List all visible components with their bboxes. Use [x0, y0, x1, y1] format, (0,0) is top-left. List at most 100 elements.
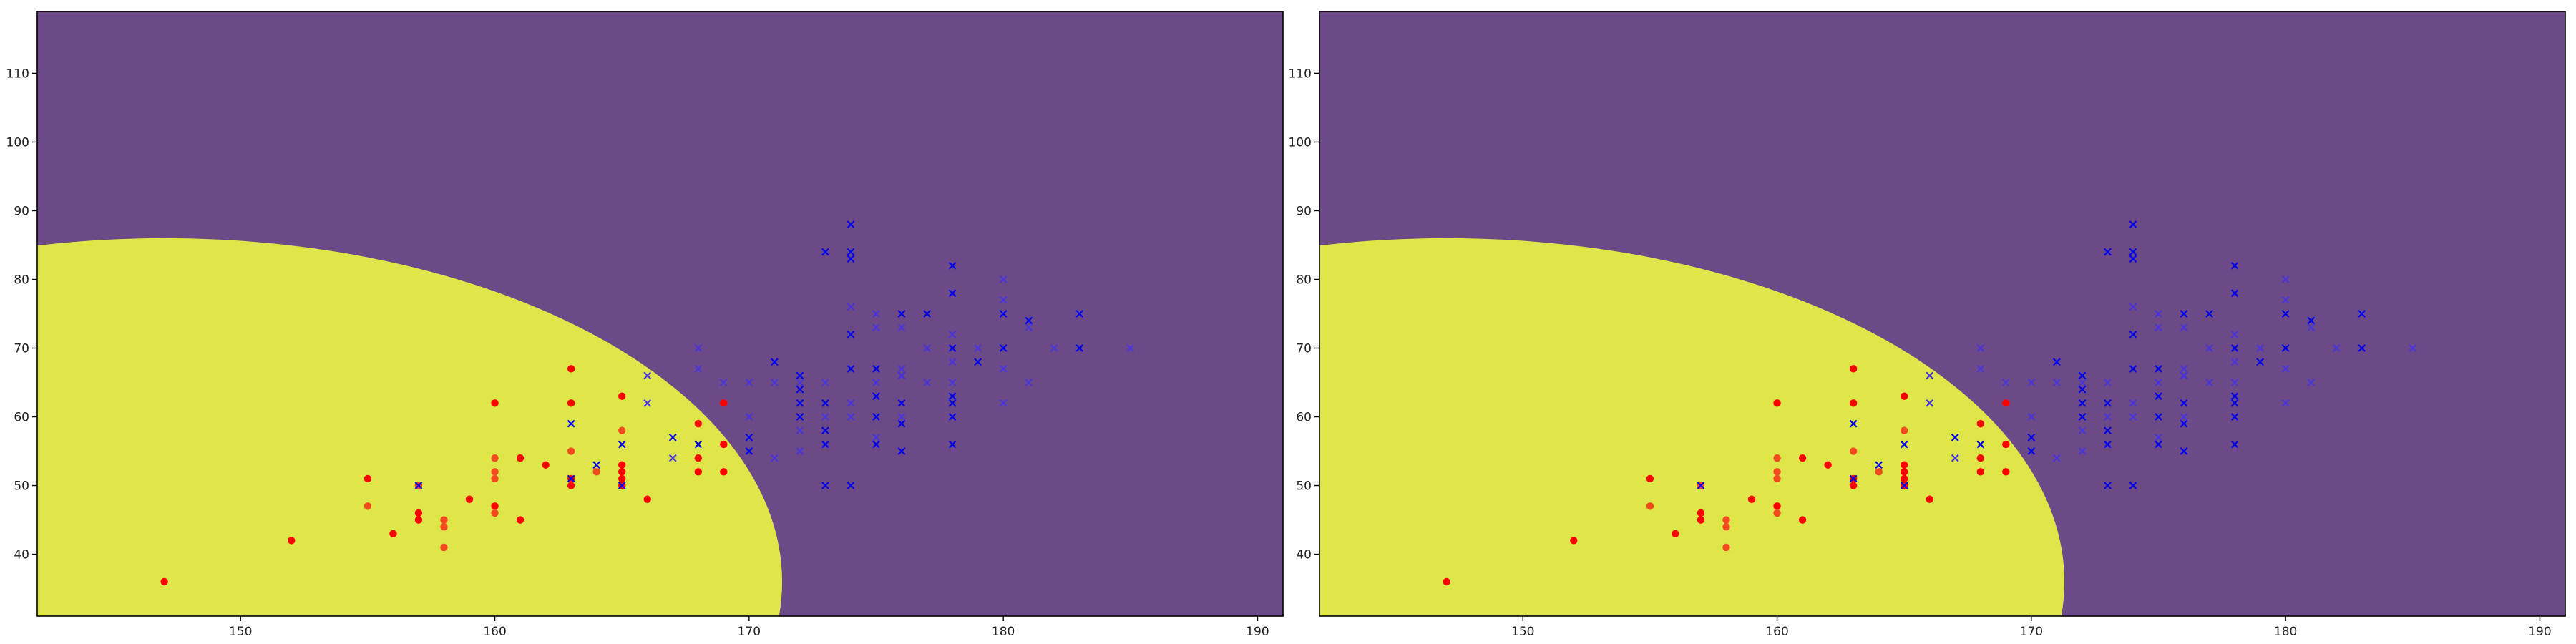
data-point-circle	[1849, 482, 1858, 489]
data-point-cross	[2129, 330, 2137, 338]
data-point-cross	[1926, 371, 1934, 380]
data-point-cross	[999, 344, 1008, 352]
data-point-circle	[1646, 502, 1654, 510]
data-point-circle	[720, 399, 728, 407]
data-point-circle	[1901, 392, 1908, 400]
data-point-circle	[694, 468, 702, 476]
chart-panel-2: 150 160 170 180 190 40 50 60 70 80 90 100 110	[1289, 11, 2566, 639]
data-point-cross	[2307, 316, 2316, 325]
plot-area	[1319, 11, 2565, 616]
data-point-cross	[2129, 303, 2137, 311]
y-tick-label: 50	[14, 479, 29, 494]
data-point-cross	[872, 413, 880, 421]
data-point-circle	[1773, 502, 1781, 510]
data-point-cross	[2104, 440, 2112, 449]
data-point-cross	[974, 344, 982, 352]
x-tick-label: 160	[483, 625, 506, 639]
series-1	[1443, 365, 2010, 586]
data-point-cross	[948, 440, 957, 449]
data-point-cross	[2155, 379, 2162, 386]
x-tick-label: 160	[1765, 625, 1788, 639]
data-point-cross	[2104, 413, 2112, 421]
data-point-cross	[2027, 413, 2036, 421]
axes-frame	[36, 11, 1284, 617]
data-point-cross	[745, 447, 753, 455]
series-2	[364, 426, 626, 552]
data-point-cross	[796, 413, 804, 421]
data-point-circle	[1773, 454, 1781, 462]
data-point-cross	[2230, 440, 2239, 449]
data-point-cross	[414, 482, 423, 489]
data-point-cross	[796, 426, 804, 435]
data-point-cross	[2230, 261, 2239, 270]
data-point-cross	[847, 399, 855, 407]
data-point-cross	[2256, 358, 2265, 366]
data-point-cross	[2180, 399, 2188, 407]
data-point-cross	[1976, 364, 1985, 373]
data-point-circle	[491, 509, 499, 517]
data-point-cross	[999, 364, 1008, 373]
data-point-cross	[897, 447, 906, 455]
data-point-cross	[923, 379, 931, 386]
data-point-cross	[948, 330, 957, 338]
y-tick-label: 70	[1296, 342, 1312, 356]
data-point-cross	[923, 344, 931, 352]
data-point-cross	[2307, 379, 2316, 386]
decision-region-inside	[1319, 238, 2064, 616]
data-point-cross	[2104, 399, 2112, 407]
data-point-circle	[694, 454, 702, 462]
data-point-circle	[516, 516, 525, 524]
data-point-cross	[2078, 426, 2087, 435]
data-point-cross	[618, 440, 626, 449]
data-point-cross	[1849, 419, 1858, 428]
data-point-cross	[2078, 447, 2087, 455]
data-point-cross	[2104, 379, 2112, 386]
data-point-circle	[1697, 516, 1705, 524]
data-point-circle	[1773, 474, 1781, 483]
data-point-cross	[2180, 323, 2188, 332]
data-point-cross	[1976, 344, 1985, 352]
data-point-circle	[440, 522, 448, 531]
data-point-circle	[1926, 495, 1933, 503]
data-point-cross	[2155, 392, 2162, 401]
data-point-cross	[2001, 379, 2010, 386]
series-4	[1926, 275, 2417, 462]
data-point-cross	[1025, 316, 1033, 325]
y-tick-label: 60	[14, 411, 29, 425]
y-tick-label: 40	[1296, 548, 1312, 562]
data-point-cross	[999, 399, 1008, 407]
data-point-circle	[1901, 461, 1908, 469]
data-point-cross	[897, 323, 906, 332]
x-tick-label: 180	[992, 625, 1015, 639]
data-point-cross	[1976, 440, 1985, 449]
data-point-circle	[1824, 461, 1832, 469]
data-point-circle	[1646, 474, 1654, 483]
data-point-circle	[1773, 509, 1781, 517]
data-point-cross	[2281, 399, 2290, 407]
data-point-cross	[2409, 344, 2417, 352]
data-point-cross	[2230, 413, 2239, 421]
y-tick-label: 70	[14, 342, 29, 356]
data-point-circle	[1849, 399, 1858, 407]
data-point-circle	[618, 392, 626, 400]
data-point-cross	[2230, 330, 2239, 338]
data-point-cross	[2155, 364, 2162, 373]
data-point-circle	[1697, 509, 1705, 517]
data-point-cross	[643, 399, 652, 407]
data-point-cross	[847, 255, 855, 263]
data-point-cross	[847, 248, 855, 256]
data-point-circle	[491, 468, 499, 476]
data-point-circle	[567, 399, 575, 407]
data-point-cross	[2180, 419, 2188, 428]
y-tick-label: 100	[6, 135, 29, 150]
data-point-cross	[999, 275, 1008, 283]
data-point-circle	[160, 577, 168, 586]
data-point-cross	[745, 433, 753, 441]
data-point-circle	[1976, 454, 1984, 462]
data-point-cross	[897, 371, 906, 380]
data-point-cross	[719, 379, 728, 386]
data-point-circle	[1773, 468, 1781, 476]
data-point-cross	[821, 413, 829, 421]
data-point-cross	[948, 344, 957, 352]
y-tick-label: 110	[1289, 67, 1312, 81]
